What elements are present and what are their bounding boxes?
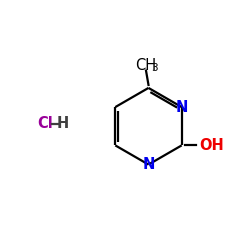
Text: Cl: Cl [37,116,52,131]
Text: H: H [57,116,69,131]
Text: OH: OH [199,138,224,153]
Text: N: N [142,157,155,172]
Text: CH: CH [136,58,156,73]
Text: N: N [176,100,188,114]
Text: 3: 3 [151,63,158,73]
